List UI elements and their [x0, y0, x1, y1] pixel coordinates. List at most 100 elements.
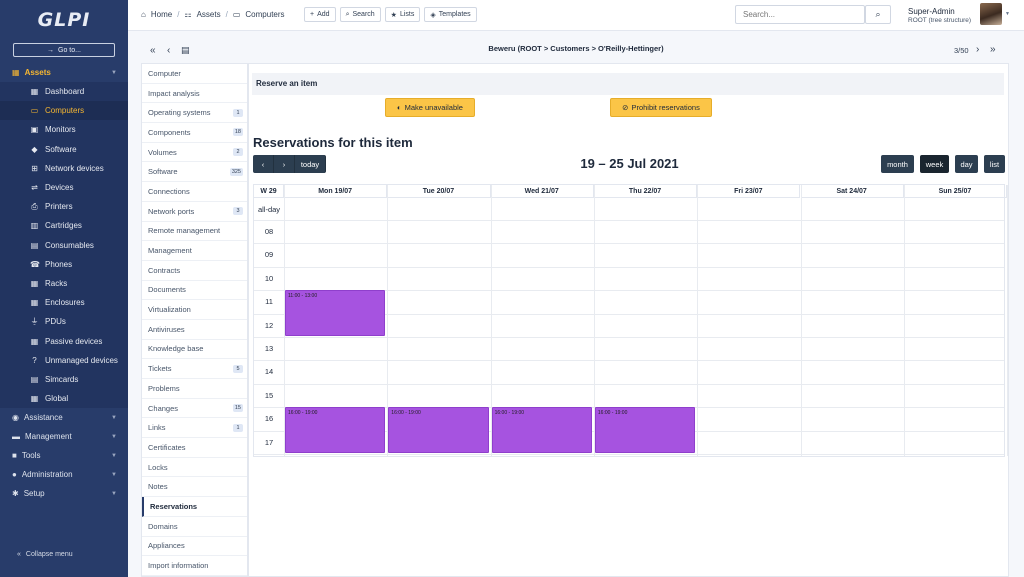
- menu-section-label: Assistance: [23, 413, 63, 423]
- tab-appliances[interactable]: Appliances: [142, 537, 247, 557]
- menu-section-management[interactable]: ▬ Management ▼: [0, 427, 128, 446]
- reservation-event[interactable]: 11:00 - 13:00: [285, 290, 386, 336]
- sidebar-item-dashboard[interactable]: ▦ Dashboard: [0, 82, 128, 101]
- tab-count-badge: 1: [233, 108, 243, 117]
- sidebar-item-monitors[interactable]: ▣ Monitors: [0, 120, 128, 139]
- tab-changes[interactable]: Changes 15: [142, 399, 247, 419]
- view-list-button[interactable]: list: [984, 155, 1005, 173]
- calendar-prev-button[interactable]: ‹: [253, 155, 274, 173]
- add-button[interactable]: + Add: [304, 7, 336, 22]
- sidebar-item-label: Software: [45, 144, 77, 154]
- tab-computer[interactable]: Computer: [142, 64, 247, 84]
- global-search-button[interactable]: ⌕: [865, 5, 891, 24]
- search-button[interactable]: ⌕ Search: [339, 7, 381, 22]
- breadcrumb-computers[interactable]: Computers: [245, 10, 285, 19]
- tab-import-information[interactable]: Import information: [142, 556, 247, 576]
- menu-section-setup[interactable]: ✱ Setup ▼: [0, 484, 128, 503]
- event-time-label: 16:00 - 19:00: [288, 410, 318, 417]
- sidebar-item-unmanaged-devices[interactable]: ? Unmanaged devices: [0, 351, 128, 370]
- day-header[interactable]: Fri 23/07: [697, 185, 801, 198]
- sidebar-item-label: PDUs: [45, 317, 66, 327]
- day-header[interactable]: Thu 22/07: [593, 185, 698, 198]
- tab-documents[interactable]: Documents: [142, 281, 247, 301]
- collapse-menu-button[interactable]: « Collapse menu: [17, 551, 73, 558]
- sidebar-item-printers[interactable]: ⎙ Printers: [0, 197, 128, 216]
- menu-section-assistance[interactable]: ◉ Assistance ▼: [0, 408, 128, 427]
- glpi-logo[interactable]: GLPI: [37, 9, 91, 31]
- first-item-icon[interactable]: «: [150, 45, 156, 56]
- calendar-today-button[interactable]: today: [295, 155, 326, 173]
- goto-button[interactable]: → Go to...: [13, 43, 115, 57]
- lists-button[interactable]: ★ Lists: [384, 7, 421, 22]
- sidebar-item-global[interactable]: ▦ Global: [0, 389, 128, 408]
- calendar-next-button[interactable]: ›: [274, 155, 295, 173]
- next-item-icon[interactable]: ›: [976, 44, 980, 55]
- sidebar-item-simcards[interactable]: ▤ Simcards: [0, 370, 128, 389]
- sidebar-item-passive-devices[interactable]: ▦ Passive devices: [0, 331, 128, 350]
- sidebar-item-pdus[interactable]: ⏚ PDUs: [0, 312, 128, 331]
- tab-problems[interactable]: Problems: [142, 379, 247, 399]
- prohibit-reservations-button[interactable]: ⊘ Prohibit reservations: [610, 98, 712, 117]
- global-search-input[interactable]: [735, 5, 865, 24]
- sidebar-item-consumables[interactable]: ▤ Consumables: [0, 236, 128, 255]
- tab-domains[interactable]: Domains: [142, 517, 247, 537]
- view-week-button[interactable]: week: [920, 155, 949, 173]
- day-header[interactable]: Sun 25/07: [903, 185, 1008, 198]
- last-item-icon[interactable]: »: [990, 44, 996, 55]
- tab-reservations[interactable]: Reservations: [142, 497, 247, 517]
- tab-notes[interactable]: Notes: [142, 477, 247, 498]
- tab-contracts[interactable]: Contracts: [142, 261, 247, 281]
- list-view-icon[interactable]: ▤: [181, 45, 190, 55]
- sidebar-item-computers[interactable]: ▭ Computers: [0, 101, 128, 121]
- tab-antiviruses[interactable]: Antiviruses: [142, 320, 247, 340]
- reservation-event[interactable]: 16:00 - 19:00: [491, 407, 592, 453]
- tab-management[interactable]: Management: [142, 241, 247, 261]
- tab-components[interactable]: Components 18: [142, 123, 247, 143]
- sidebar-item-enclosures[interactable]: ▦ Enclosures: [0, 293, 128, 312]
- tab-remote-management[interactable]: Remote management: [142, 222, 247, 242]
- sidebar-item-racks[interactable]: ▦ Racks: [0, 274, 128, 293]
- sidebar-item-label: Simcards: [45, 374, 79, 384]
- templates-button[interactable]: ◈ Templates: [424, 7, 477, 22]
- sidebar-item-devices[interactable]: ⇌ Devices: [0, 178, 128, 197]
- breadcrumb-assets[interactable]: Assets: [196, 10, 221, 19]
- reserve-section-title: Reserve an item: [252, 73, 1004, 95]
- tab-links[interactable]: Links 1: [142, 418, 247, 439]
- tab-network-ports[interactable]: Network ports 3: [142, 202, 247, 222]
- sidebar-item-label: Computers: [45, 106, 85, 116]
- tab-virtualization[interactable]: Virtualization: [142, 300, 247, 320]
- menu-section-tools[interactable]: ■ Tools ▼: [0, 446, 128, 465]
- day-header[interactable]: Mon 19/07: [284, 185, 388, 198]
- tab-impact-analysis[interactable]: Impact analysis: [142, 84, 247, 104]
- make-unavailable-button[interactable]: ◐ Make unavailable: [385, 98, 475, 117]
- reservation-event[interactable]: 16:00 - 19:00: [285, 407, 386, 453]
- sidebar-item-cartridges[interactable]: ▥ Cartridges: [0, 216, 128, 235]
- reservation-event[interactable]: 16:00 - 19:00: [594, 407, 696, 453]
- day-header[interactable]: Sat 24/07: [800, 185, 904, 198]
- menu-section-administration[interactable]: ● Administration ▼: [0, 465, 128, 484]
- day-header[interactable]: Tue 20/07: [387, 185, 491, 198]
- day-header[interactable]: Wed 21/07: [490, 185, 594, 198]
- top-actions: + Add ⌕ Search ★ Lists ◈ Templates: [304, 7, 477, 22]
- breadcrumb-home[interactable]: Home: [150, 10, 173, 19]
- tab-software[interactable]: Software 325: [142, 162, 247, 183]
- view-day-button[interactable]: day: [955, 155, 978, 173]
- tab-certificates[interactable]: Certificates: [142, 438, 247, 458]
- sidebar-item-software[interactable]: ◆ Software: [0, 140, 128, 159]
- tab-knowledge-base[interactable]: Knowledge base: [142, 340, 247, 360]
- user-menu[interactable]: Super-Admin ROOT (tree structure): [908, 7, 971, 25]
- avatar[interactable]: [980, 3, 1002, 25]
- reservation-event[interactable]: 16:00 - 19:00: [388, 407, 489, 453]
- previous-item-icon[interactable]: ‹: [167, 45, 171, 56]
- chevron-down-icon: ▼: [111, 471, 117, 478]
- tab-locks[interactable]: Locks: [142, 458, 247, 478]
- view-month-button[interactable]: month: [881, 155, 914, 173]
- tab-operating-systems[interactable]: Operating systems 1: [142, 103, 247, 124]
- menu-section-assets[interactable]: ▦ Assets ▼: [0, 63, 128, 82]
- tab-tickets[interactable]: Tickets 5: [142, 359, 247, 379]
- sidebar-item-phones[interactable]: ☎ Phones: [0, 255, 128, 274]
- sidebar-item-network-devices[interactable]: ⊞ Network devices: [0, 159, 128, 178]
- week-number-label: W 29: [254, 185, 284, 198]
- tab-volumes[interactable]: Volumes 2: [142, 143, 247, 163]
- tab-connections[interactable]: Connections: [142, 182, 247, 202]
